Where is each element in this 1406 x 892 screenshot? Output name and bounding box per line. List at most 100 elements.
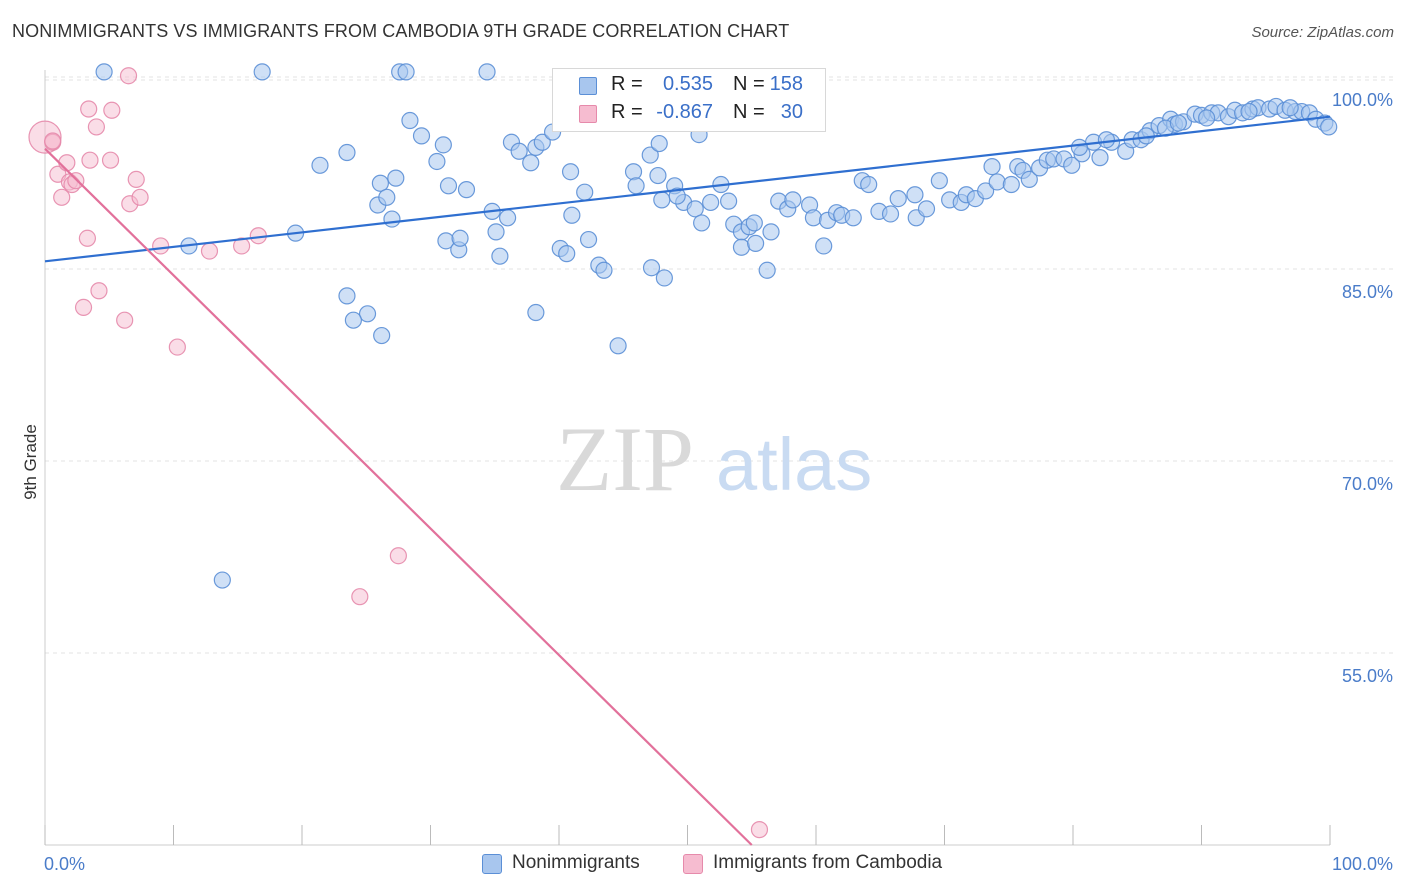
- immigrants-cambodia-points: [28, 67, 769, 839]
- legend-label: Immigrants from Cambodia: [713, 852, 943, 873]
- nonimmigrants-point: [988, 173, 1006, 191]
- x-ticks: [44, 825, 1331, 845]
- n-label: N =: [733, 73, 765, 95]
- cambodia-point: [81, 151, 99, 169]
- nonimmigrants-point: [457, 181, 476, 199]
- nonimmigrants-point: [558, 245, 576, 263]
- nonimmigrants-point: [881, 205, 900, 223]
- watermark-atlas: atlas: [716, 423, 872, 506]
- nonimmigrants-point: [784, 191, 802, 209]
- nonimmigrants-point: [1281, 99, 1299, 117]
- r-value: 0.535: [662, 73, 713, 95]
- nonimmigrants-point: [930, 172, 948, 190]
- cambodia-point: [131, 188, 149, 206]
- trend-line-cambodia: [44, 147, 753, 846]
- trend-line-nonimmigrants: [44, 115, 1331, 263]
- y-axis-label: 9th Grade: [21, 424, 40, 500]
- cambodia-point: [44, 132, 62, 150]
- nonimmigrants-point: [1091, 149, 1109, 167]
- n-value: 30: [780, 101, 803, 123]
- nonimmigrants-point: [95, 63, 113, 81]
- nonimmigrants-point: [655, 269, 673, 287]
- nonimmigrants-point: [804, 209, 823, 227]
- cambodia-point: [233, 237, 251, 255]
- nonimmigrants-point: [401, 111, 419, 130]
- nonimmigrants-point: [668, 187, 686, 205]
- nonimmigrants-point: [522, 154, 540, 172]
- nonimmigrants-point: [732, 238, 751, 256]
- nonimmigrants-point: [253, 63, 271, 81]
- nonimmigrants-point: [213, 571, 231, 589]
- nonimmigrants-point: [1320, 118, 1338, 136]
- y-tick-labels: 100.0% 85.0% 70.0% 55.0%: [1332, 90, 1393, 686]
- cambodia-point: [87, 118, 106, 136]
- cambodia-point: [67, 172, 85, 190]
- nonimmigrants-point: [1198, 109, 1216, 127]
- nonimmigrants-point: [595, 261, 613, 279]
- r-label: R =: [611, 73, 643, 95]
- nonimmigrants-point: [1070, 138, 1089, 156]
- nonimmigrants-point: [387, 169, 405, 187]
- nonimmigrants-point: [609, 337, 627, 355]
- x-tick-label-max: 100.0%: [1332, 854, 1393, 874]
- nonimmigrants-point: [720, 192, 738, 210]
- cambodia-point: [351, 588, 369, 606]
- legend-label: Nonimmigrants: [512, 852, 640, 873]
- nonimmigrants-point: [1020, 170, 1038, 188]
- cambodia-point: [200, 242, 219, 260]
- cambodia-point: [80, 100, 98, 118]
- legend-swatch-blue: [482, 854, 502, 874]
- nonimmigrants-point: [338, 287, 356, 305]
- cambodia-point: [389, 547, 407, 565]
- watermark-zip: ZIP: [556, 408, 694, 510]
- nonimmigrants-points: [95, 63, 1338, 589]
- nonimmigrants-point: [579, 230, 598, 249]
- x-tick-label-min: 0.0%: [44, 854, 85, 874]
- y-tick-label-0: 100.0%: [1332, 90, 1393, 110]
- nonimmigrants-point: [762, 223, 780, 241]
- nonimmigrants-point: [491, 247, 509, 265]
- cambodia-point: [103, 101, 121, 119]
- nonimmigrants-point: [1097, 131, 1116, 149]
- nonimmigrants-point: [527, 303, 545, 322]
- nonimmigrants-point: [650, 134, 668, 153]
- y-tick-label-1: 85.0%: [1342, 282, 1393, 302]
- watermark: ZIP atlas: [556, 408, 872, 510]
- y-tick-label-2: 70.0%: [1342, 474, 1393, 494]
- nonimmigrants-point: [906, 186, 924, 204]
- nonimmigrants-point: [439, 177, 458, 195]
- nonimmigrants-point: [889, 190, 907, 208]
- nonimmigrants-point: [815, 237, 833, 255]
- nonimmigrants-point: [561, 163, 580, 181]
- r-label: R =: [611, 101, 643, 123]
- trend-lines: [44, 115, 1331, 846]
- nonimmigrants-point: [653, 191, 671, 209]
- nonimmigrants-point: [373, 326, 391, 345]
- y-tick-label-3: 55.0%: [1342, 666, 1393, 686]
- nonimmigrants-point: [917, 200, 936, 218]
- nonimmigrants-point: [624, 163, 643, 181]
- cambodia-point: [116, 311, 134, 329]
- nonimmigrants-point: [686, 200, 704, 218]
- cambodia-point: [90, 282, 108, 300]
- legend-swatch-pink: [579, 105, 597, 123]
- nonimmigrants-point: [371, 174, 389, 192]
- nonimmigrants-point: [576, 183, 594, 201]
- nonimmigrants-point: [478, 63, 496, 81]
- nonimmigrants-point: [451, 229, 469, 247]
- nonimmigrants-point: [533, 133, 551, 151]
- legend-swatch-blue: [579, 77, 597, 95]
- nonimmigrants-point: [983, 158, 1001, 176]
- gridlines: [45, 76, 1393, 654]
- nonimmigrants-point: [693, 214, 711, 232]
- source-credit: Source: ZipAtlas.com: [1251, 24, 1394, 41]
- nonimmigrants-point: [487, 223, 505, 241]
- nonimmigrants-point: [378, 188, 396, 206]
- nonimmigrants-point: [860, 175, 878, 194]
- nonimmigrants-point: [747, 234, 765, 252]
- nonimmigrants-point: [977, 182, 995, 200]
- n-value: 158: [769, 73, 803, 95]
- cambodia-point: [74, 298, 93, 316]
- stats-legend-row-nonimmigrants: R = 0.535 N = 158: [553, 71, 825, 101]
